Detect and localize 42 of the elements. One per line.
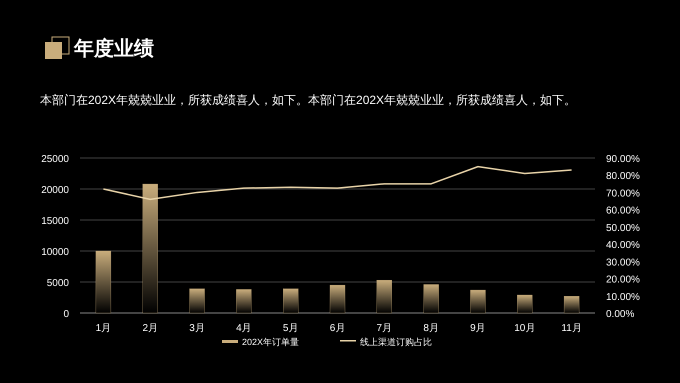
bar <box>564 296 580 314</box>
bar <box>236 289 252 314</box>
x-tick-label: 8月 <box>423 323 439 334</box>
bar <box>189 288 205 314</box>
y2-tick-label: 40.00% <box>606 240 640 252</box>
y-tick-label: 15000 <box>41 216 70 227</box>
y-tick-label: 5000 <box>46 278 70 289</box>
bar <box>376 280 392 314</box>
x-tick-label: 4月 <box>236 323 252 334</box>
y2-tick-label: 50.00% <box>606 222 640 234</box>
legend-label: 202X年订单量 <box>242 337 300 347</box>
y2-tick-label: 70.00% <box>606 188 640 200</box>
y2-tick-label: 10.00% <box>606 292 640 303</box>
x-tick-label: 1月 <box>96 323 112 334</box>
x-tick-label: 9月 <box>470 323 486 334</box>
bar <box>283 288 298 314</box>
y2-tick-label: 60.00% <box>606 206 640 217</box>
y2-tick-label: 90.00% <box>606 154 640 165</box>
bar <box>517 294 532 314</box>
y2-tick-label: 80.00% <box>606 171 640 182</box>
x-tick-label: 3月 <box>189 323 205 334</box>
bar <box>423 284 439 314</box>
x-tick-label: 10月 <box>514 323 536 334</box>
y-tick-label: 25000 <box>41 154 70 165</box>
y-tick-label: 0 <box>63 309 70 320</box>
y2-tick-label: 30.00% <box>606 257 640 268</box>
bar <box>96 250 112 314</box>
x-tick-label: 11月 <box>561 323 582 334</box>
legend-label: 线上渠道订购占比 <box>360 337 432 347</box>
y2-tick-label: 0.00% <box>606 309 634 320</box>
chart-subtitle: 本部门在202X年兢兢业业，所获成绩喜人，如下。本部门在202X年兢兢业业，所获成绩喜人，如下。 <box>40 93 576 107</box>
bar <box>330 284 346 314</box>
chart-title: 年度业绩 <box>73 36 154 60</box>
bar <box>470 290 486 314</box>
y-tick-label: 20000 <box>41 185 70 196</box>
x-tick-label: 6月 <box>330 323 346 334</box>
bar <box>142 184 158 314</box>
x-tick-label: 7月 <box>376 323 392 334</box>
y-tick-label: 10000 <box>41 247 70 258</box>
y2-tick-label: 20.00% <box>606 274 640 286</box>
x-tick-label: 5月 <box>282 323 298 334</box>
x-tick-label: 2月 <box>142 323 158 334</box>
